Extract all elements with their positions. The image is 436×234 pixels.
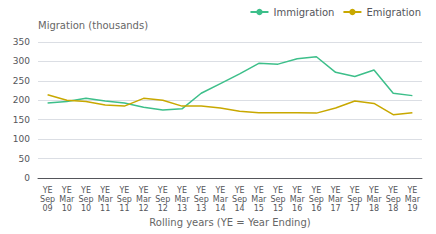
svg-text:16: 16: [311, 204, 321, 213]
svg-text:16: 16: [292, 204, 302, 213]
svg-text:YE: YE: [118, 186, 129, 195]
svg-text:YE: YE: [330, 186, 341, 195]
svg-text:YE: YE: [368, 186, 379, 195]
svg-text:Migration (thousands): Migration (thousands): [38, 20, 148, 31]
svg-text:18: 18: [369, 204, 379, 213]
svg-text:YE: YE: [99, 186, 110, 195]
svg-text:150: 150: [13, 115, 30, 125]
svg-text:Sep: Sep: [232, 195, 247, 204]
svg-text:Sep: Sep: [78, 195, 93, 204]
svg-text:Sep: Sep: [386, 195, 401, 204]
svg-text:Mar: Mar: [290, 195, 306, 204]
svg-text:Mar: Mar: [59, 195, 75, 204]
svg-text:Mar: Mar: [405, 195, 421, 204]
svg-text:YE: YE: [349, 186, 360, 195]
svg-text:YE: YE: [253, 186, 264, 195]
svg-text:Mar: Mar: [136, 195, 152, 204]
svg-text:300: 300: [13, 56, 30, 66]
svg-text:YE: YE: [406, 186, 417, 195]
svg-text:19: 19: [407, 204, 417, 213]
svg-text:YE: YE: [291, 186, 302, 195]
svg-text:17: 17: [331, 204, 341, 213]
svg-text:YE: YE: [214, 186, 225, 195]
svg-text:Mar: Mar: [328, 195, 344, 204]
svg-text:YE: YE: [61, 186, 72, 195]
svg-text:Mar: Mar: [251, 195, 267, 204]
svg-text:YE: YE: [272, 186, 283, 195]
svg-text:Sep: Sep: [270, 195, 285, 204]
svg-text:11: 11: [119, 204, 129, 213]
svg-text:YE: YE: [176, 186, 187, 195]
svg-text:0: 0: [24, 173, 30, 183]
svg-text:12: 12: [158, 204, 168, 213]
svg-text:13: 13: [177, 204, 187, 213]
svg-text:10: 10: [62, 204, 72, 213]
svg-text:50: 50: [19, 154, 31, 164]
svg-text:YE: YE: [387, 186, 398, 195]
svg-text:100: 100: [13, 134, 30, 144]
svg-text:YE: YE: [157, 186, 168, 195]
svg-text:250: 250: [13, 76, 30, 86]
svg-text:YE: YE: [42, 186, 53, 195]
svg-text:YE: YE: [195, 186, 206, 195]
svg-text:14: 14: [235, 204, 245, 213]
svg-text:13: 13: [196, 204, 206, 213]
svg-text:Sep: Sep: [117, 195, 132, 204]
svg-text:Sep: Sep: [309, 195, 324, 204]
svg-text:15: 15: [254, 204, 264, 213]
svg-text:14: 14: [215, 204, 225, 213]
svg-text:Emigration: Emigration: [366, 7, 421, 18]
svg-text:12: 12: [139, 204, 149, 213]
svg-text:09: 09: [43, 204, 53, 213]
svg-text:YE: YE: [138, 186, 149, 195]
svg-text:17: 17: [350, 204, 360, 213]
svg-text:Mar: Mar: [174, 195, 190, 204]
svg-text:15: 15: [273, 204, 283, 213]
svg-text:Mar: Mar: [213, 195, 229, 204]
svg-text:YE: YE: [80, 186, 91, 195]
svg-text:350: 350: [13, 37, 30, 47]
svg-text:Mar: Mar: [98, 195, 114, 204]
svg-text:11: 11: [100, 204, 110, 213]
svg-text:Sep: Sep: [194, 195, 209, 204]
svg-text:18: 18: [388, 204, 398, 213]
svg-text:Immigration: Immigration: [273, 7, 334, 18]
svg-text:YE: YE: [310, 186, 321, 195]
svg-text:Rolling years (YE = Year Endin: Rolling years (YE = Year Ending): [149, 217, 310, 228]
svg-text:YE: YE: [234, 186, 245, 195]
svg-text:Sep: Sep: [40, 195, 55, 204]
svg-text:Sep: Sep: [155, 195, 170, 204]
svg-text:10: 10: [81, 204, 91, 213]
svg-text:Sep: Sep: [347, 195, 362, 204]
svg-text:Mar: Mar: [366, 195, 382, 204]
svg-text:200: 200: [13, 95, 30, 105]
